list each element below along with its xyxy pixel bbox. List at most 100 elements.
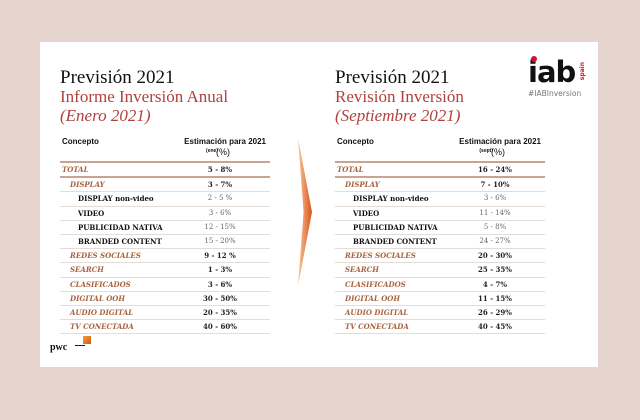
table-row: TV CONECTADA 40 - 60%	[60, 320, 270, 335]
right-title: Previsión 2021	[335, 67, 450, 88]
row-value: 20 - 35%	[203, 307, 237, 317]
table-row: TOTAL 16 - 24%	[335, 163, 545, 179]
table-row: TV CONECTADA 40 - 45%	[335, 320, 545, 335]
row-label: VIDEO	[78, 208, 105, 218]
row-value: 3 - 6%	[483, 194, 507, 203]
row-value: 12 - 15%	[204, 222, 236, 231]
col-sub: (ene)	[206, 148, 218, 154]
col-concept: Concepto	[62, 137, 99, 146]
row-value: 3 - 7%	[207, 180, 233, 190]
row-label: DIGITAL OOH	[70, 293, 126, 303]
row-label: SEARCH	[345, 265, 379, 275]
iab-text: iab	[528, 55, 576, 89]
table-row: REDES SOCIALES 9 - 12 %	[60, 249, 270, 264]
row-label: REDES SOCIALES	[70, 251, 141, 261]
row-value: 11 - 15%	[478, 293, 512, 303]
row-label: REDES SOCIALES	[345, 251, 416, 261]
col-sub: (sept)	[479, 148, 493, 154]
table-row: SEARCH 25 - 35%	[335, 263, 545, 278]
left-subtitle: Informe Inversión Anual	[60, 87, 229, 106]
row-label: DISPLAY non-video	[353, 194, 429, 204]
pwc-logo-line	[75, 345, 85, 346]
row-value: 40 - 60%	[203, 322, 237, 332]
table-row: DISPLAY 3 - 7%	[60, 178, 270, 193]
row-label: CLASIFICADOS	[345, 279, 406, 289]
row-value: 40 - 45%	[478, 322, 512, 332]
right-panel: Previsión 2021 Revisión Inversión (Septi…	[335, 67, 545, 335]
table-row: AUDIO DIGITAL 20 - 35%	[60, 306, 270, 321]
right-table: TOTAL 16 - 24% DISPLAY 7 - 10% DISPLAY non-v…	[335, 163, 545, 335]
row-value: 2 - 5 %	[207, 194, 233, 203]
iab-logo: iab	[528, 55, 576, 89]
col-estimate: Estimación para 2021	[184, 137, 266, 146]
left-title: Previsión 2021	[60, 67, 175, 88]
row-label: PUBLICIDAD NATIVA	[353, 222, 438, 232]
row-label: TOTAL	[337, 165, 364, 174]
row-label: TV CONECTADA	[345, 322, 409, 332]
col-estimate: Estimación para 2021	[459, 137, 541, 146]
pwc-logo-mark	[83, 336, 91, 344]
table-row: AUDIO DIGITAL 26 - 29%	[335, 306, 545, 321]
table-row: CLASIFICADOS 4 - 7%	[335, 278, 545, 292]
table-row: DISPLAY non-video 2 - 5 %	[60, 192, 270, 207]
arrow-icon	[298, 138, 312, 286]
table-row: PUBLICIDAD NATIVA 5 - 8%	[335, 221, 545, 235]
table-row: BRANDED CONTENT 15 - 20%	[60, 235, 270, 250]
row-label: VIDEO	[353, 208, 380, 218]
row-label: DISPLAY	[70, 180, 105, 190]
row-label: SEARCH	[70, 265, 104, 275]
table-row: SEARCH 1 - 3%	[60, 263, 270, 278]
iab-country: spain	[579, 62, 586, 81]
row-label: TOTAL	[62, 165, 89, 174]
table-row: BRANDED CONTENT 24 - 27%	[335, 235, 545, 250]
row-label: DISPLAY non-video	[78, 194, 154, 204]
pwc-logo: pwc	[50, 342, 68, 353]
left-date: (Enero 2021)	[60, 106, 151, 125]
row-label: BRANDED CONTENT	[353, 236, 437, 246]
left-table-header: Concepto Estimación para 2021 (ene) (%)	[60, 135, 270, 163]
row-label: DIGITAL OOH	[345, 293, 401, 303]
table-row: DIGITAL OOH 11 - 15%	[335, 292, 545, 306]
table-row: CLASIFICADOS 3 - 6%	[60, 278, 270, 292]
left-panel: Previsión 2021 Informe Inversión Anual (…	[60, 67, 270, 335]
row-value: 30 - 50%	[203, 293, 237, 303]
row-value: 4 - 7%	[482, 279, 508, 289]
row-label: CLASIFICADOS	[70, 279, 131, 289]
row-value: 5 - 8%	[207, 165, 233, 174]
row-value: 5 - 8%	[483, 222, 507, 231]
col-pct: (%)	[216, 147, 230, 157]
row-label: BRANDED CONTENT	[78, 236, 162, 246]
row-value: 11 - 14%	[479, 208, 511, 217]
iab-dot	[531, 56, 537, 62]
col-concept: Concepto	[337, 137, 374, 146]
table-row: VIDEO 11 - 14%	[335, 207, 545, 221]
table-row: VIDEO 3 - 6%	[60, 207, 270, 221]
row-label: AUDIO DIGITAL	[70, 307, 134, 317]
row-value: 9 - 12 %	[204, 251, 236, 261]
row-value: 7 - 10%	[480, 180, 510, 190]
right-table-header: Concepto Estimación para 2021 (sept) (%)	[335, 135, 545, 163]
row-value: 20 - 30%	[478, 251, 512, 261]
row-label: TV CONECTADA	[70, 322, 134, 332]
table-row: DISPLAY non-video 3 - 6%	[335, 192, 545, 207]
row-value: 16 - 24%	[478, 165, 512, 174]
row-value: 15 - 20%	[204, 236, 236, 245]
row-label: DISPLAY	[345, 180, 380, 190]
table-row: REDES SOCIALES 20 - 30%	[335, 249, 545, 264]
row-value: 1 - 3%	[207, 265, 233, 275]
right-subtitle: Revisión Inversión	[335, 87, 464, 106]
right-date: (Septiembre 2021)	[335, 106, 461, 125]
row-label: PUBLICIDAD NATIVA	[78, 222, 163, 232]
row-value: 25 - 35%	[478, 265, 512, 275]
row-label: AUDIO DIGITAL	[345, 307, 409, 317]
col-pct: (%)	[491, 147, 505, 157]
table-row: PUBLICIDAD NATIVA 12 - 15%	[60, 221, 270, 235]
row-value: 3 - 6%	[208, 208, 232, 217]
row-value: 26 - 29%	[478, 307, 512, 317]
table-row: TOTAL 5 - 8%	[60, 163, 270, 179]
left-table: TOTAL 5 - 8% DISPLAY 3 - 7% DISPLAY non-vide…	[60, 163, 270, 335]
hashtag: #IABInversion	[528, 89, 582, 98]
table-row: DIGITAL OOH 30 - 50%	[60, 292, 270, 306]
row-value: 24 - 27%	[479, 236, 511, 245]
table-row: DISPLAY 7 - 10%	[335, 178, 545, 193]
